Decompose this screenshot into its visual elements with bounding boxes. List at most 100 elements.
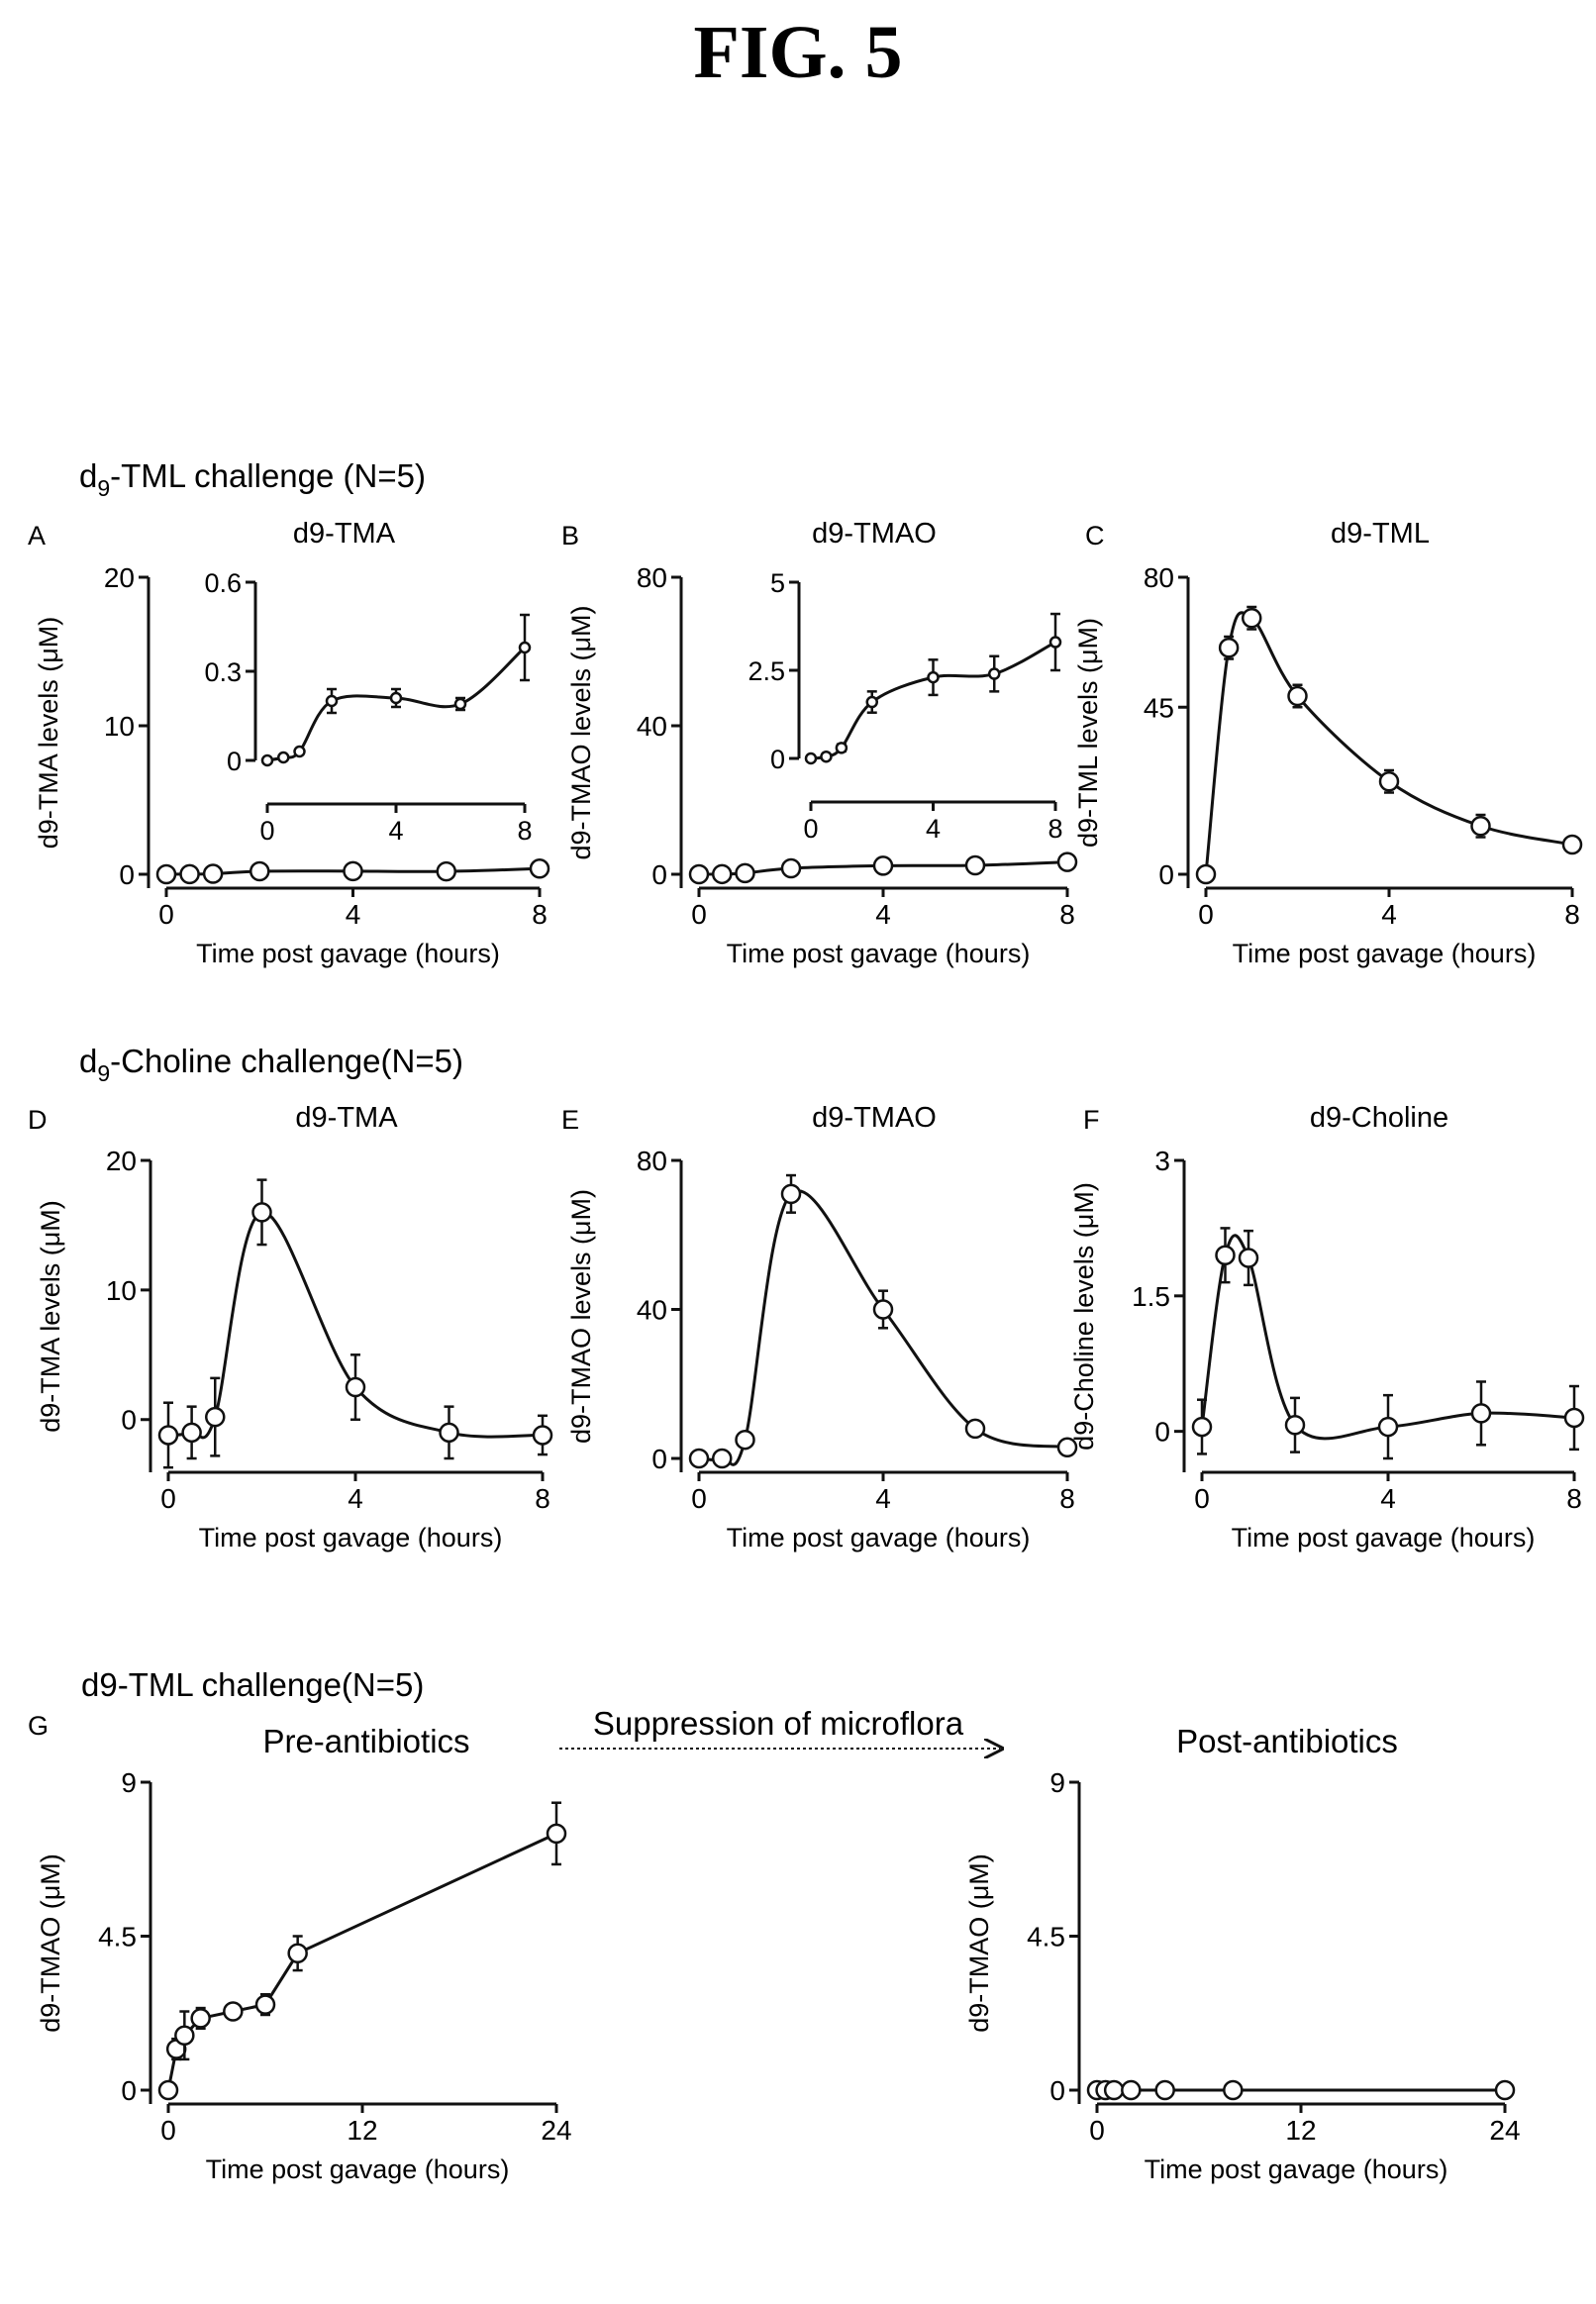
panel-g2: 0 4.5 9 0 12 24 Time post gavage (hours) d9-TMA… (964, 1767, 1521, 2184)
panel-b-inset-data-point (835, 742, 848, 754)
figure-title: FIG. 5 (693, 11, 902, 94)
panel-a-letter: A (28, 521, 46, 551)
panel-c-data-point (1195, 863, 1217, 885)
panel-a-inset-data-point (293, 745, 306, 758)
panel-b-x-tick-label: 4 (875, 899, 891, 930)
panel-d-title: d9-TMA (295, 1102, 398, 1134)
panel-a-inset-y-tick-label: 0 (227, 747, 242, 776)
section-title-choline: d9-Choline challenge(N=5) (79, 1043, 463, 1086)
panel-g-x-tick-label: 0 (160, 2115, 176, 2146)
panel-a-data-point (249, 860, 270, 882)
panel-e-data-point (688, 1448, 710, 1469)
panel-e-y-tick-label: 0 (651, 1444, 667, 1474)
panel-c-series-line (1204, 611, 1573, 875)
panel-a-y-tick-label: 20 (104, 562, 135, 593)
panel-d: 0 10 20 0 4 8 d9-TMA Time post gavage (hours) d9… (28, 1102, 553, 1553)
panel-g-data-point (190, 2008, 211, 2029)
panel-f-title: d9-Choline (1310, 1102, 1448, 1134)
panel-b-inset-data-point (988, 667, 1001, 680)
panel-d-letter: D (28, 1105, 48, 1135)
panel-c-x-tick-label: 0 (1198, 899, 1214, 930)
panel-c-data-point (1287, 685, 1308, 707)
panel-d-x-tick-label: 0 (160, 1483, 176, 1514)
panel-b-data-point (735, 862, 755, 884)
panel-d-x-axis-label: Time post gavage (hours) (199, 1523, 503, 1553)
panel-f-data-point (1284, 1415, 1306, 1436)
panel-c-data-point (1218, 638, 1240, 658)
panel-e-data-point (1056, 1437, 1078, 1457)
panel-f-y-axis-label: d9-Choline levels (μM) (1069, 1182, 1099, 1451)
panel-d-data-point (181, 1422, 202, 1444)
panel-c-x-tick-label: 4 (1381, 899, 1397, 930)
panel-e-data-point (780, 1183, 802, 1205)
panel-f-data-point (1215, 1245, 1236, 1266)
panel-c-title: d9-TML (1331, 518, 1430, 550)
panel-b-inset-data-point (820, 750, 833, 763)
panel-b-y-tick-label: 0 (651, 859, 667, 890)
panel-d-data-point (345, 1376, 366, 1398)
panel-e-data-point (712, 1448, 733, 1469)
panel-g2-data-point (1494, 2079, 1516, 2101)
panel-g2-data-point (1103, 2079, 1125, 2101)
suppression-label: Suppression of microflora (593, 1705, 964, 1742)
panel-d-y-axis-label: d9-TMA levels (μM) (36, 1200, 65, 1433)
panel-g2-y-axis-label: d9-TMAO (μM) (964, 1853, 994, 2033)
panel-d-data-point (205, 1406, 226, 1428)
panel-d-x-tick-label: 4 (348, 1483, 363, 1514)
panel-d-data-point (439, 1422, 459, 1444)
panel-a-inset-data-point (453, 697, 467, 711)
panel-b-inset-data-point (865, 695, 878, 709)
panel-a-inset-data-point (277, 751, 290, 764)
panel-f-y-tick-label: 0 (1154, 1417, 1170, 1448)
panel-c-y-tick-label: 45 (1144, 692, 1174, 723)
panel-g-data-point (546, 1823, 567, 1845)
post-antibiotics-label: Post-antibiotics (1176, 1723, 1398, 1759)
panel-b-x-tick-label: 0 (691, 899, 707, 930)
panel-g-y-tick-label: 9 (121, 1767, 137, 1798)
panel-d-y-tick-label: 10 (106, 1275, 137, 1306)
panel-e-y-axis-label: d9-TMAO levels (μM) (566, 1189, 596, 1444)
panel-f-x-tick-label: 0 (1194, 1483, 1210, 1514)
panel-c-letter: C (1085, 521, 1105, 551)
panel-b-inset-data-point (927, 670, 940, 684)
panel-b-inset-x-tick-label: 8 (1047, 814, 1062, 844)
panel-d-data-point (532, 1425, 553, 1446)
panel-d-y-tick-label: 0 (121, 1405, 137, 1436)
pre-antibiotics-label: Pre-antibiotics (262, 1723, 469, 1759)
section-title-tml: d9-TML challenge (N=5) (79, 457, 426, 501)
panel-e-x-tick-label: 4 (875, 1483, 891, 1514)
panel-f-data-point (1191, 1416, 1213, 1438)
panel-g-letter: G (28, 1711, 49, 1741)
panel-c-data-point (1378, 771, 1400, 792)
panel-g: 0 4.5 9 0 12 24 Time post gavage (hours) d9-TMA… (28, 1711, 572, 2184)
panel-a-inset-y-tick-label: 0.3 (204, 657, 242, 687)
panel-f-y-tick-label: 1.5 (1132, 1281, 1170, 1312)
panel-a-inset-y-tick-label: 0.6 (204, 568, 242, 598)
panel-e-x-axis-label: Time post gavage (hours) (727, 1523, 1031, 1553)
panel-g2-y-tick-label: 9 (1049, 1767, 1065, 1798)
panel-b-y-tick-label: 80 (637, 562, 667, 593)
panel-b-y-tick-label: 40 (637, 711, 667, 742)
panel-c-data-point (1561, 834, 1583, 855)
panel-a-inset-data-point (260, 753, 274, 767)
panel-b-data-point (712, 863, 733, 885)
panel-f-data-point (1563, 1407, 1585, 1429)
panel-b-x-tick-label: 8 (1059, 899, 1075, 930)
panel-a-data-point (436, 860, 456, 882)
panel-g-data-point (174, 2025, 195, 2046)
panel-g-data-point (287, 1943, 308, 1964)
panel-c-y-axis-label: d9-TML levels (μM) (1073, 618, 1103, 848)
panel-a-y-axis-label: d9-TMA levels (μM) (34, 617, 63, 850)
panel-g-series-line (166, 1832, 557, 2091)
panel-e-y-tick-label: 80 (637, 1146, 667, 1176)
panel-g2-x-tick-label: 24 (1489, 2115, 1520, 2146)
panel-c: 0 45 80 0 4 8 d9-TML Time post gavage (hours) d9… (1073, 518, 1583, 968)
panel-g2-y-tick-label: 4.5 (1027, 1922, 1065, 1953)
panel-b-inset-x-tick-label: 0 (803, 814, 818, 844)
panel-g-x-axis-label: Time post gavage (hours) (206, 2154, 510, 2184)
panel-a-inset-x-tick-label: 0 (259, 816, 274, 846)
panel-e-x-tick-label: 0 (691, 1483, 707, 1514)
panel-g-y-tick-label: 0 (121, 2075, 137, 2106)
panel-d-y-tick-label: 20 (106, 1146, 137, 1176)
